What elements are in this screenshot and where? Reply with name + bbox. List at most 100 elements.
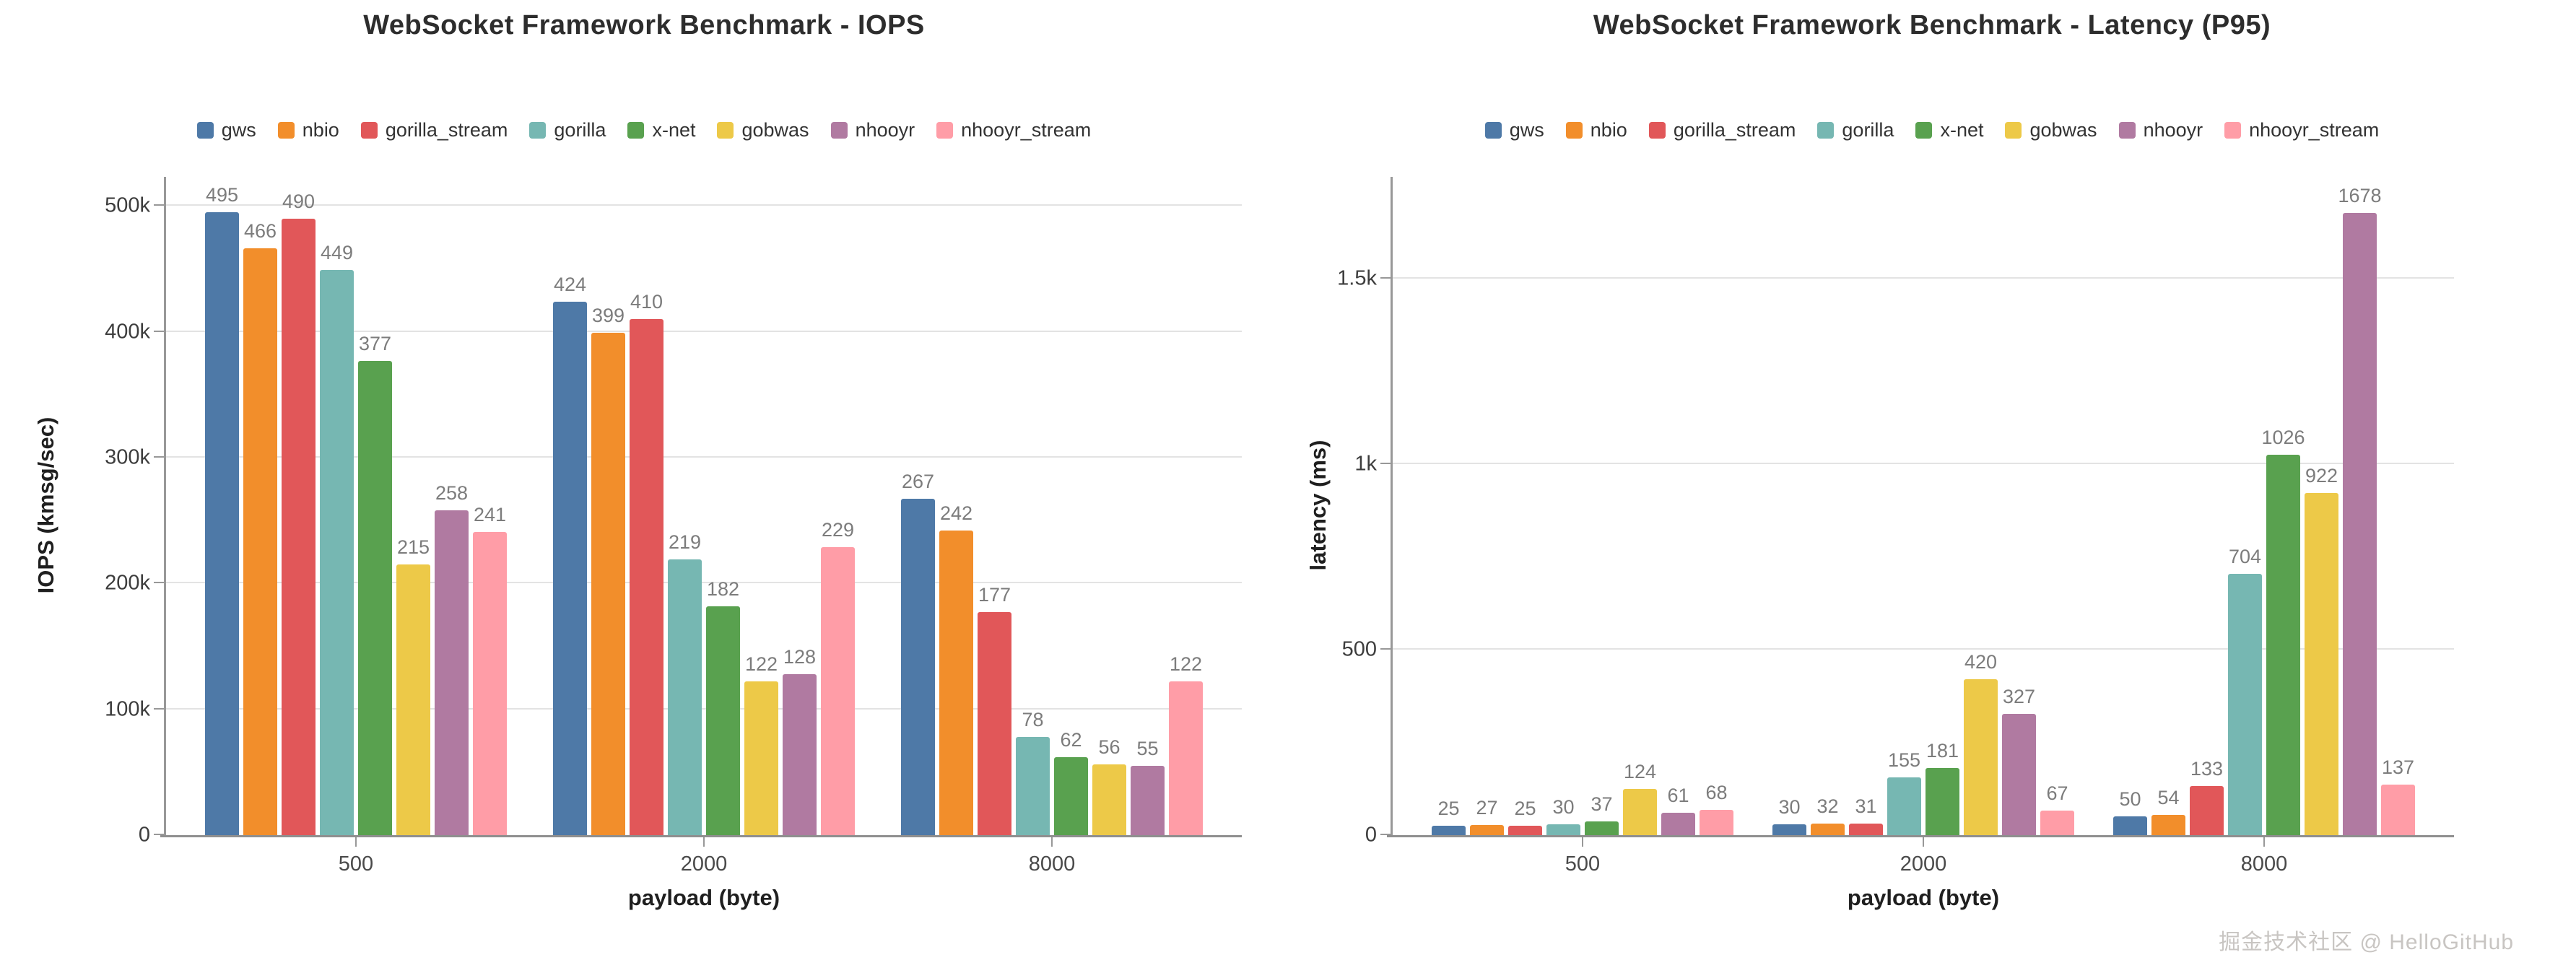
bar-cell-gobwas-2000: 122 bbox=[744, 177, 778, 835]
bar-nbio-8000 bbox=[939, 531, 973, 835]
legend-label: gorilla bbox=[1842, 118, 1894, 141]
bar-gws-2000 bbox=[553, 301, 587, 835]
bar-cell-x-net-2000: 182 bbox=[706, 177, 740, 835]
x-tick-mark-500 bbox=[1582, 837, 1583, 847]
bar-cell-gobwas-8000: 922 bbox=[2305, 177, 2338, 835]
bar-gorilla-8000 bbox=[2228, 574, 2262, 835]
gridline-1.5k bbox=[1393, 277, 2454, 279]
legend-label: gobwas bbox=[741, 118, 809, 141]
legend-label: gorilla_stream bbox=[1673, 118, 1796, 141]
bar-cell-nhooyr-2000: 327 bbox=[2002, 177, 2036, 835]
bar-gws-500 bbox=[205, 211, 239, 835]
x-axis-line bbox=[160, 835, 1242, 837]
bar-nhooyr_stream-8000 bbox=[1169, 681, 1203, 835]
value-label-nhooyr_stream-8000: 137 bbox=[2381, 756, 2415, 778]
bar-nhooyr_stream-8000 bbox=[2381, 784, 2415, 835]
legend-label: nbio bbox=[1590, 118, 1627, 141]
y-tick-label-400k: 400k bbox=[105, 320, 150, 343]
value-label-gorilla-2000: 155 bbox=[1887, 749, 1921, 772]
legend-label: gorilla_stream bbox=[385, 118, 508, 141]
bar-cell-nhooyr_stream-500: 241 bbox=[473, 177, 507, 835]
bar-cell-x-net-8000: 1026 bbox=[2261, 177, 2305, 835]
gridline-500k bbox=[166, 204, 1242, 206]
y-tick-label-200k: 200k bbox=[105, 571, 150, 595]
bar-cell-nhooyr_stream-8000: 137 bbox=[2381, 177, 2415, 835]
bar-x-net-8000 bbox=[2266, 454, 2300, 835]
y-axis-line bbox=[164, 177, 166, 837]
bar-nhooyr_stream-2000 bbox=[821, 546, 855, 835]
bar-cell-gobwas-500: 215 bbox=[396, 177, 430, 835]
bar-cell-nhooyr_stream-2000: 67 bbox=[2040, 177, 2074, 835]
value-label-nhooyr-8000: 55 bbox=[1136, 738, 1159, 760]
y-tick-label-300k: 300k bbox=[105, 445, 150, 469]
legend: gws nbio gorilla_stream gorilla x-net gobwas n… bbox=[1288, 118, 2576, 142]
bar-gorilla-2000 bbox=[1887, 777, 1921, 835]
bar-cell-gorilla_stream-2000: 410 bbox=[630, 177, 663, 835]
value-label-nhooyr_stream-8000: 122 bbox=[1169, 653, 1203, 676]
gridline-200k bbox=[166, 582, 1242, 584]
value-label-gws-8000: 267 bbox=[901, 471, 935, 493]
bar-cell-gws-8000: 267 bbox=[901, 177, 935, 835]
value-label-nhooyr-500: 61 bbox=[1667, 784, 1689, 806]
value-label-x-net-500: 377 bbox=[358, 332, 392, 354]
value-label-nbio-2000: 32 bbox=[1816, 795, 1839, 817]
bar-cell-gorilla-8000: 704 bbox=[2228, 177, 2262, 835]
legend-swatch-nhooyr_stream bbox=[936, 121, 954, 139]
legend-item-gorilla: gorilla bbox=[1817, 119, 1894, 141]
legend-swatch-x-net bbox=[627, 121, 645, 139]
legend-label: x-net bbox=[652, 118, 696, 141]
y-tick-mark-500k bbox=[154, 204, 164, 206]
value-label-gws-500: 495 bbox=[205, 183, 239, 206]
value-label-gws-2000: 424 bbox=[553, 273, 587, 295]
legend-item-nbio: nbio bbox=[277, 119, 339, 141]
bar-cell-nhooyr-8000: 55 bbox=[1131, 177, 1165, 835]
legend-swatch-gorilla bbox=[529, 121, 547, 139]
bar-cell-gws-2000: 424 bbox=[553, 177, 587, 835]
bar-gobwas-500 bbox=[396, 564, 430, 835]
legend-swatch-nhooyr bbox=[2118, 121, 2136, 139]
legend-item-gobwas: gobwas bbox=[717, 119, 809, 141]
bar-cell-gorilla-8000: 78 bbox=[1016, 177, 1050, 835]
legend-swatch-nbio bbox=[277, 121, 295, 139]
y-tick-label-0: 0 bbox=[1365, 823, 1377, 847]
value-label-nbio-8000: 242 bbox=[939, 502, 973, 525]
bar-nhooyr_stream-500 bbox=[473, 531, 507, 835]
x-category-label-8000: 8000 bbox=[2240, 852, 2288, 876]
value-label-nhooyr_stream-2000: 229 bbox=[821, 518, 855, 541]
bar-nbio-2000 bbox=[591, 333, 625, 835]
plot-area: 25 27 25 30 37 124 61 68 500 30 32 31 155 181 420 327 67… bbox=[1337, 177, 2454, 875]
legend-swatch-nbio bbox=[1565, 121, 1583, 139]
gridline-500 bbox=[1393, 648, 2454, 650]
x-tick-mark-2000 bbox=[1923, 837, 1924, 847]
bar-cell-nbio-2000: 399 bbox=[591, 177, 625, 835]
legend-item-gorilla_stream: gorilla_stream bbox=[1648, 118, 1796, 141]
y-tick-label-500: 500 bbox=[1341, 637, 1377, 661]
value-label-x-net-2000: 182 bbox=[706, 577, 740, 600]
bar-x-net-8000 bbox=[1054, 756, 1088, 835]
watermark: 掘金技术社区 @ HelloGitHub bbox=[2219, 930, 2514, 954]
bar-gorilla_stream-2000 bbox=[630, 319, 663, 835]
bar-gorilla-2000 bbox=[668, 559, 702, 835]
value-label-gorilla_stream-2000: 410 bbox=[630, 291, 663, 313]
bar-cell-gorilla-500: 30 bbox=[1546, 177, 1580, 835]
x-tick-mark-8000 bbox=[2263, 837, 2265, 847]
bar-gorilla_stream-8000 bbox=[2190, 785, 2224, 835]
bar-groups: 495 466 490 449 377 215 258 241 500 424 399 410 219 1… bbox=[166, 177, 1242, 875]
legend-swatch-gws bbox=[196, 121, 214, 139]
bar-cell-nhooyr-8000: 1678 bbox=[2338, 177, 2382, 835]
bar-nhooyr_stream-500 bbox=[1700, 810, 1733, 835]
legend: gws nbio gorilla_stream gorilla x-net gobwas n… bbox=[0, 118, 1288, 142]
value-label-nbio-500: 27 bbox=[1476, 797, 1498, 819]
bar-cell-gws-2000: 30 bbox=[1772, 177, 1806, 835]
bar-cell-nbio-500: 466 bbox=[243, 177, 277, 835]
y-tick-label-1k: 1k bbox=[1354, 452, 1377, 476]
value-label-nhooyr_stream-500: 241 bbox=[473, 503, 507, 525]
value-label-x-net-500: 37 bbox=[1591, 793, 1613, 815]
x-axis-title: payload (byte) bbox=[627, 885, 780, 910]
bar-cell-gorilla_stream-500: 25 bbox=[1508, 177, 1542, 835]
y-tick-mark-0 bbox=[1380, 834, 1391, 835]
bar-gorilla-500 bbox=[320, 270, 354, 835]
y-axis-title: latency (ms) bbox=[1305, 440, 1331, 571]
bar-gorilla_stream-8000 bbox=[978, 612, 1011, 835]
bar-gorilla-500 bbox=[1546, 824, 1580, 835]
